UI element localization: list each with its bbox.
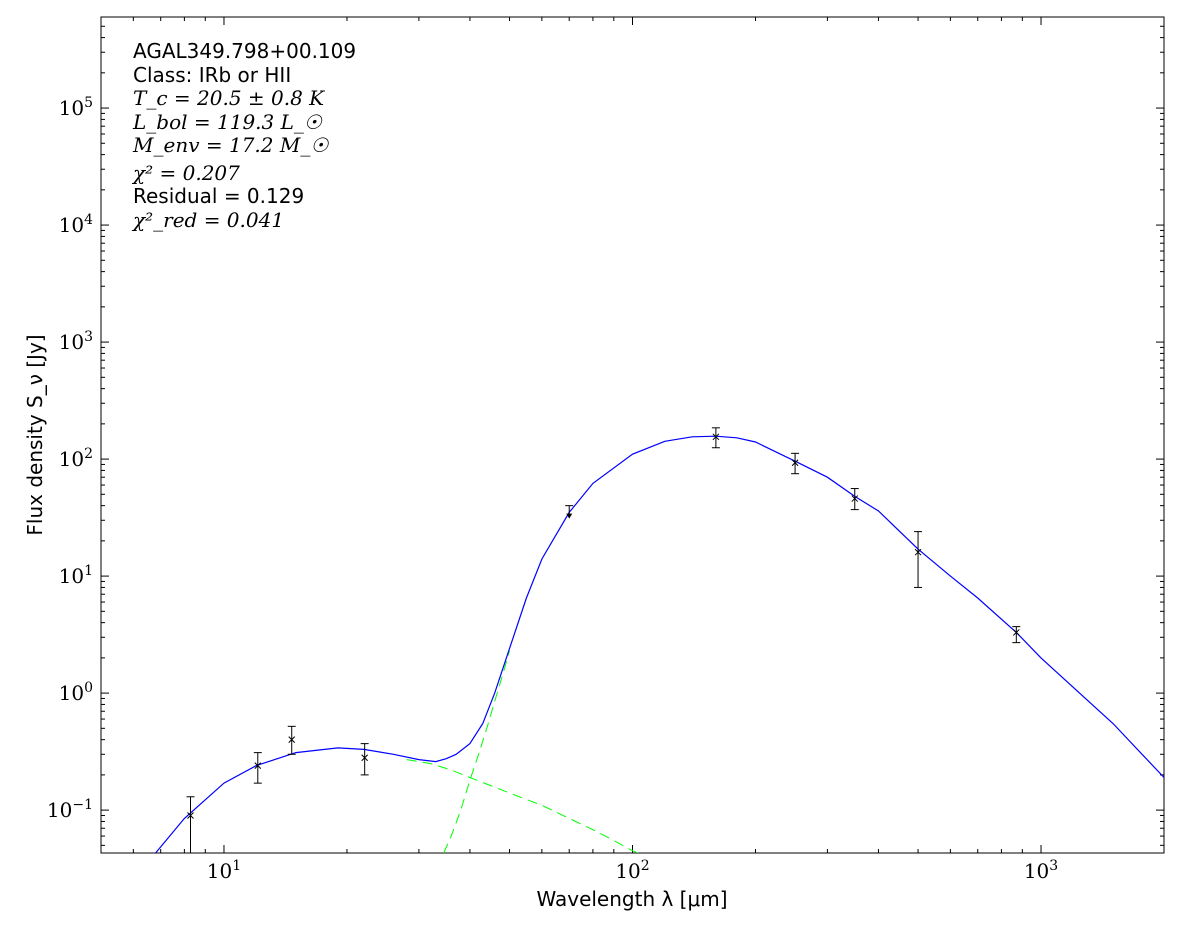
y-tick-label: 103	[59, 329, 93, 354]
major-ticks	[101, 17, 1164, 853]
warm-component-curve	[406, 759, 638, 853]
y-axis-label: Flux density S_ν [Jy]	[23, 334, 47, 535]
source-class: Class: IRb or HII	[133, 63, 291, 87]
cold-component-curve	[443, 650, 510, 853]
y-tick-label: 10−1	[47, 797, 93, 822]
source-name: AGAL349.798+00.109	[133, 39, 356, 63]
reduced-chi2-label: χ²_red = 0.041	[131, 208, 284, 232]
total-model-curve	[155, 435, 1164, 853]
y-tick-label: 101	[59, 563, 93, 588]
y-tick-labels: 10−1 100 101 102 103 104 105	[47, 95, 93, 822]
data-marker	[1012, 629, 1020, 636]
data-marker	[914, 548, 922, 556]
data-marker	[288, 736, 296, 744]
data-points	[186, 427, 1021, 853]
upper-limit-arrow	[566, 513, 573, 519]
data-marker	[712, 433, 720, 441]
chi2-label: χ² = 0.207	[131, 161, 240, 185]
y-tick-label: 102	[59, 446, 93, 471]
minor-ticks	[101, 17, 1164, 853]
x-axis-label: Wavelength λ [μm]	[536, 887, 727, 911]
luminosity-label: L_bol = 119.3 L_☉	[132, 110, 323, 134]
data-marker	[187, 812, 194, 819]
x-tick-label: 102	[615, 858, 649, 883]
x-tick-label: 101	[207, 858, 241, 883]
data-marker	[254, 762, 262, 769]
y-tick-label: 105	[59, 95, 93, 120]
envelope-mass-label: M_env = 17.2 M_☉	[132, 133, 329, 157]
temperature-label: T_c = 20.5 ± 0.8 K	[133, 86, 325, 110]
y-tick-label: 104	[59, 212, 93, 237]
data-marker	[791, 459, 799, 467]
annotation-block: AGAL349.798+00.109 Class: IRb or HII T_c…	[131, 39, 356, 232]
data-marker	[361, 754, 369, 762]
x-tick-labels: 101 102 103	[207, 858, 1058, 883]
x-tick-label: 103	[1024, 858, 1058, 883]
y-tick-label: 100	[59, 680, 93, 705]
data-marker	[851, 495, 859, 502]
residual-label: Residual = 0.129	[133, 184, 304, 208]
